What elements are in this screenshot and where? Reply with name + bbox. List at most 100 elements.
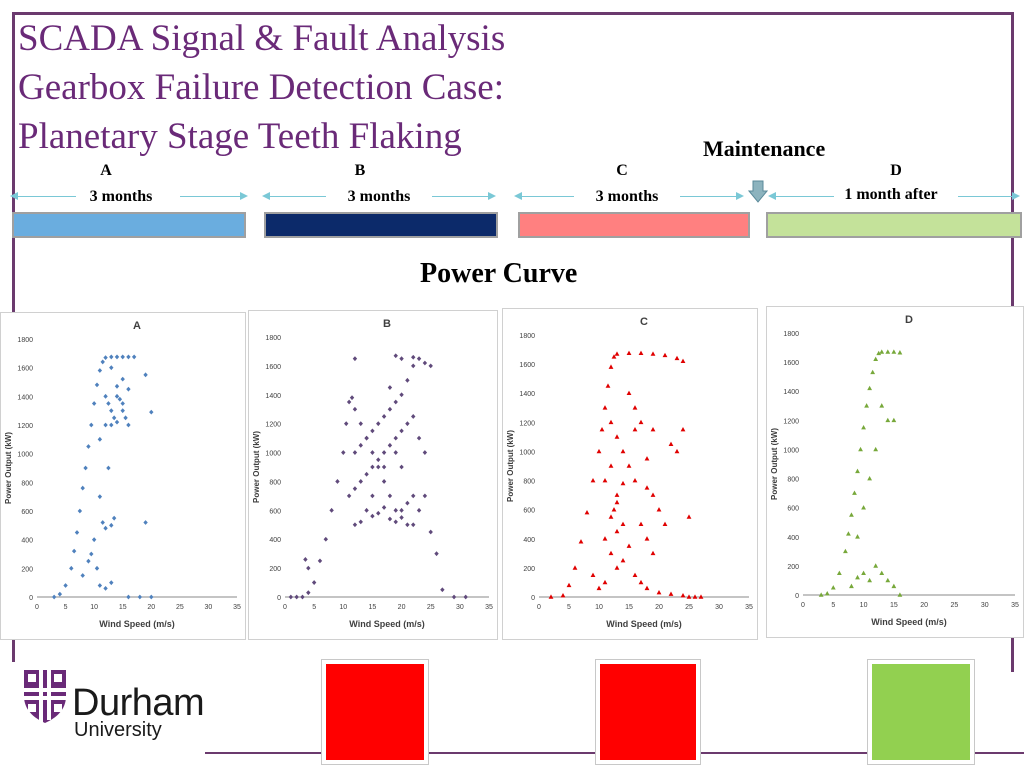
x-tick-label: 5 [312,604,316,611]
phase-b-bar [264,212,498,238]
y-tick-label: 400 [21,538,33,545]
data-point [584,509,590,515]
data-point [288,594,294,600]
data-point [51,594,57,600]
data-point [358,442,363,448]
data-point [614,492,620,497]
data-point [376,510,381,516]
data-point [614,565,620,570]
data-point [463,594,468,600]
data-point [109,522,114,528]
y-tick-label: 0 [29,595,33,602]
data-point [405,500,410,506]
status-box-d [868,660,974,764]
data-point [364,435,369,441]
y-axis-label: Power Output (kW) [252,431,261,503]
data-point [91,537,97,543]
data-point [300,594,305,600]
y-tick-label: 1600 [783,360,799,367]
maintenance-label: Maintenance [703,136,826,161]
data-point [126,422,131,428]
data-point [650,427,656,432]
x-tick-label: 5 [831,602,835,609]
data-point [94,565,100,571]
x-tick-label: 20 [147,604,155,611]
data-point [111,515,117,521]
y-tick-label: 400 [787,535,799,542]
data-point [109,422,114,428]
chart-panel-d: D 0 200 400 600 800 1000 1200 1400 1600 1800 0 5 10 15… [766,306,1024,638]
data-point [381,450,387,455]
data-point [393,435,398,441]
data-point [644,485,650,490]
data-point [126,594,131,600]
frame-top [12,12,1014,15]
data-point [364,471,369,477]
data-point [149,409,154,415]
y-tick-label: 600 [787,506,799,513]
data-point [891,349,897,354]
data-point [608,364,614,369]
data-point [602,477,608,483]
y-axis-label: Power Output (kW) [506,430,515,502]
data-point [106,401,111,406]
data-point [387,406,393,412]
data-point [364,507,369,513]
x-tick-label: 30 [715,604,723,611]
data-point [611,354,617,359]
phase-c-bar [518,212,750,238]
x-tick-label: 30 [981,602,989,609]
phase-c-duration: 3 months [595,188,659,205]
chart-panel-c: C 0 200 400 600 800 1000 1200 1400 1600 1800 0 5 10 15… [502,308,758,640]
y-tick-label: 1200 [17,423,33,430]
data-point [329,507,334,513]
data-point [428,529,433,535]
data-point [686,594,692,599]
data-point [644,536,650,541]
data-point [405,377,410,383]
y-axis-label: Power Output (kW) [4,432,13,504]
data-point [566,582,572,588]
data-point [358,421,363,427]
y-tick-label: 800 [523,479,535,486]
y-tick-label: 1000 [783,447,799,454]
data-point [596,585,602,591]
data-point [885,577,891,583]
data-point [632,572,638,577]
data-point [352,522,358,528]
data-point [849,512,854,517]
y-axis-label: Power Output (kW) [770,428,779,500]
data-point [335,479,340,484]
data-point [620,521,626,527]
data-point [393,519,398,525]
x-tick-label: 20 [920,602,928,609]
data-point [590,572,596,577]
data-point [608,463,614,468]
y-tick-label: 200 [21,566,33,573]
data-point [393,507,398,513]
x-tick-label: 0 [801,602,805,609]
chart-title: C [640,316,648,328]
data-point [879,349,885,354]
data-point [405,522,410,528]
status-box-b [322,660,428,764]
data-point [620,480,626,486]
data-point [596,448,602,454]
phase-d-bar [766,212,1022,238]
x-tick-label: 25 [427,604,435,611]
data-point [605,383,611,388]
data-point [143,520,148,525]
data-point [614,499,620,505]
data-point [411,522,416,528]
data-point [411,363,416,369]
phase-a-bar [12,212,246,238]
data-point [614,528,620,534]
data-point [352,356,358,362]
data-point [824,590,830,596]
x-tick-label: 0 [283,604,287,611]
data-point [137,594,143,600]
data-point [626,543,632,548]
data-point [599,427,605,432]
y-tick-label: 1800 [519,333,535,340]
data-point [885,417,891,423]
